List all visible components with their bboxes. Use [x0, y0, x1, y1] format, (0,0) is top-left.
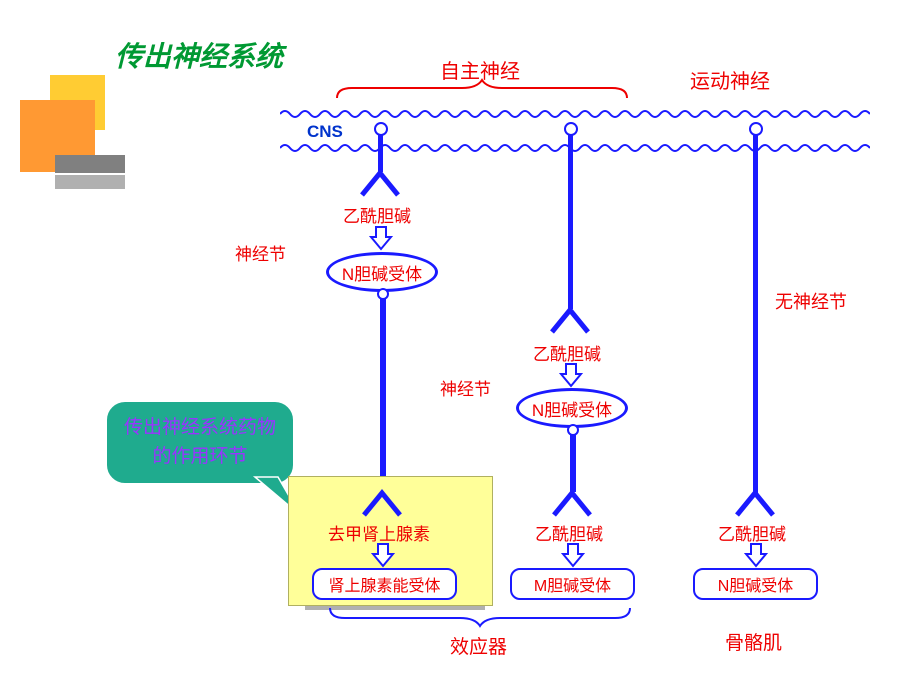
p1-receptor2: 肾上腺素能受体	[312, 568, 457, 600]
p3-no-ganglion: 无神经节	[775, 288, 847, 314]
p2-receptor1: N胆碱受体	[516, 388, 628, 428]
effector-bracket	[325, 605, 635, 630]
p3-y	[733, 485, 778, 520]
p2-receptor2: M胆碱受体	[510, 568, 635, 600]
wavy-bottom	[280, 142, 870, 154]
p2-receptor1-label: N胆碱受体	[532, 396, 612, 421]
cns-label: CNS	[307, 122, 343, 142]
motor-label: 运动神经	[690, 65, 770, 94]
p3-receptor-label: N胆碱受体	[718, 572, 794, 596]
p1-y1	[358, 165, 403, 200]
p1-ganglion: 神经节	[235, 240, 286, 265]
p1-arrow2	[371, 542, 395, 568]
muscle-label: 骨骼肌	[725, 628, 782, 655]
p1-receptor2-label: 肾上腺素能受体	[328, 572, 440, 596]
wavy-top	[280, 108, 870, 120]
p2-arrow2	[561, 542, 585, 568]
callout-text: 传出神经系统药物的作用环节	[117, 414, 283, 471]
p2-stem1	[568, 134, 573, 309]
p2-y2	[550, 485, 595, 520]
p1-y2	[360, 485, 405, 520]
deco-gray1	[55, 155, 125, 173]
callout-box: 传出神经系统药物的作用环节	[105, 400, 295, 485]
p2-ganglion: 神经节	[440, 375, 491, 400]
p2-stem2	[570, 434, 576, 492]
p2-arrow1	[559, 362, 583, 388]
p2-y1	[548, 302, 593, 337]
autonomic-label: 自主神经	[440, 55, 520, 84]
effector-label: 效应器	[450, 632, 507, 659]
p1-arrow1	[369, 225, 393, 251]
p3-arrow	[744, 542, 768, 568]
p3-receptor: N胆碱受体	[693, 568, 818, 600]
p1-stem2	[380, 298, 386, 493]
p2-receptor2-label: M胆碱受体	[534, 572, 611, 596]
p1-nt1: 乙酰胆碱	[343, 202, 411, 227]
p3-stem	[753, 134, 758, 494]
page-title: 传出神经系统	[115, 35, 283, 75]
p1-receptor1: N胆碱受体	[326, 252, 438, 292]
deco-gray2	[55, 175, 125, 189]
p1-receptor1-label: N胆碱受体	[342, 260, 422, 285]
